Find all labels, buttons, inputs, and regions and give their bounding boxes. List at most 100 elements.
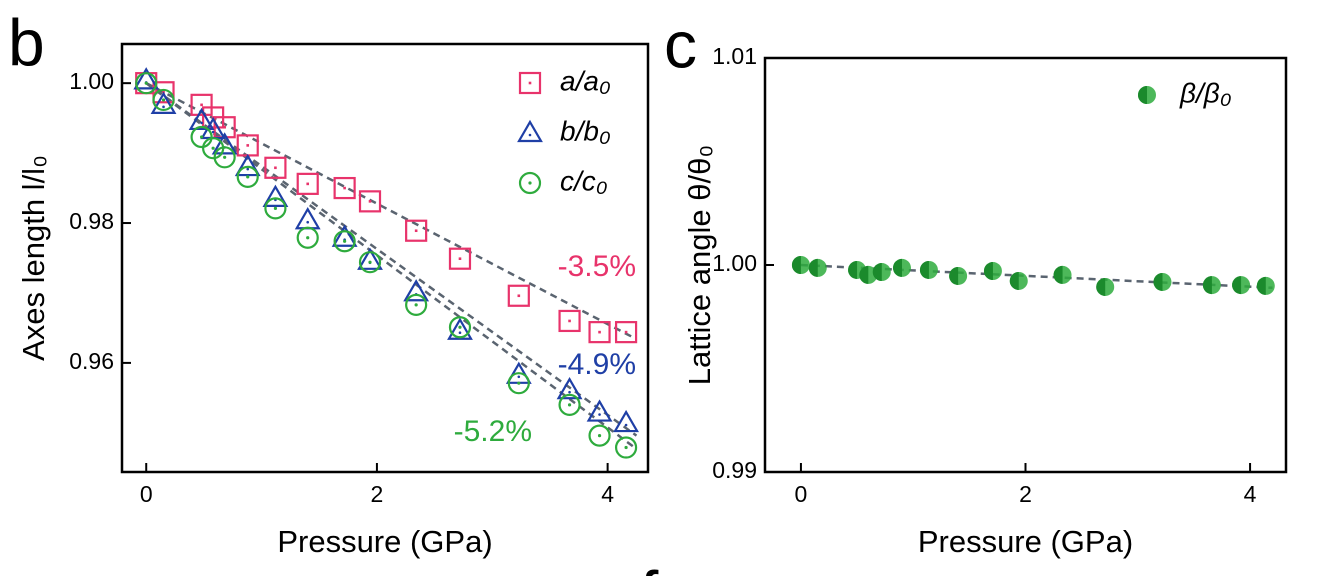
marker-dot bbox=[517, 294, 521, 298]
marker-dot bbox=[200, 103, 203, 107]
x-tick-label: 0 bbox=[795, 481, 808, 507]
marker-half bbox=[1256, 276, 1266, 295]
legend-label: c/c₀ bbox=[560, 165, 608, 196]
marker bbox=[614, 321, 638, 344]
x-tick-label: 2 bbox=[371, 481, 384, 507]
chart-panel: b 0 2 4 0.96 0.98 1.00 Pressure (GPa) Axes lengt… bbox=[8, 5, 650, 559]
marker bbox=[150, 91, 177, 114]
marker bbox=[333, 230, 356, 253]
marker-dot bbox=[199, 135, 204, 139]
marker bbox=[518, 171, 542, 195]
marker bbox=[262, 184, 289, 207]
marker-dot bbox=[624, 330, 628, 334]
marker bbox=[613, 409, 639, 433]
marker bbox=[558, 393, 581, 416]
marker bbox=[264, 197, 287, 220]
marker bbox=[190, 125, 213, 149]
marker bbox=[135, 72, 158, 95]
panel-label: f bbox=[640, 557, 659, 576]
annotation: -5.2% bbox=[454, 415, 532, 448]
y-tick-label: 0.98 bbox=[69, 208, 114, 234]
marker-dot bbox=[306, 182, 310, 186]
marker-dot bbox=[568, 319, 571, 323]
marker-dot bbox=[528, 181, 532, 185]
marker bbox=[588, 321, 611, 344]
annotation: -3.5% bbox=[558, 250, 636, 283]
marker bbox=[517, 119, 543, 143]
marker bbox=[556, 376, 583, 400]
marker-dot bbox=[598, 330, 601, 334]
marker-dot bbox=[458, 331, 462, 335]
marker bbox=[357, 247, 383, 270]
marker-dot bbox=[517, 381, 521, 385]
marker-half bbox=[983, 262, 993, 281]
marker-dot bbox=[528, 81, 532, 85]
marker-dot bbox=[568, 390, 571, 394]
marker bbox=[133, 67, 160, 90]
marker bbox=[403, 279, 430, 302]
marker-dot bbox=[458, 257, 462, 260]
marker-dot bbox=[414, 229, 418, 233]
marker-half bbox=[848, 260, 858, 279]
marker-dot bbox=[223, 155, 227, 159]
marker bbox=[333, 176, 356, 200]
plot-frame bbox=[120, 42, 650, 474]
y-axis-title: Lattice angle θ/θ₀ bbox=[682, 145, 717, 385]
annotation: -4.9% bbox=[558, 348, 636, 381]
y-tick-label: 0.99 bbox=[712, 457, 757, 483]
plot-frame bbox=[763, 56, 1288, 474]
marker-dot bbox=[246, 167, 250, 171]
marker bbox=[448, 247, 472, 270]
marker bbox=[558, 309, 581, 333]
marker-dot bbox=[343, 186, 346, 190]
marker-dot bbox=[306, 220, 310, 224]
marker-dot bbox=[414, 303, 418, 307]
marker bbox=[507, 284, 530, 307]
marker bbox=[236, 165, 259, 188]
marker-half bbox=[1096, 277, 1106, 296]
x-tick-label: 2 bbox=[1019, 481, 1032, 507]
marker-dot bbox=[223, 125, 226, 129]
marker bbox=[358, 190, 382, 213]
legend-label: a/a₀ bbox=[560, 65, 611, 96]
marker-dot bbox=[567, 403, 572, 407]
marker bbox=[447, 317, 473, 340]
marker bbox=[152, 81, 175, 104]
marker bbox=[586, 399, 613, 422]
marker-dot bbox=[528, 133, 532, 137]
marker-half bbox=[872, 263, 882, 282]
marker-half bbox=[859, 265, 869, 284]
marker-dot bbox=[211, 130, 215, 134]
x-axis-title: Pressure (GPa) bbox=[918, 524, 1133, 559]
marker-half bbox=[1138, 86, 1147, 104]
x-axis-title: Pressure (GPa) bbox=[277, 524, 492, 559]
marker bbox=[296, 172, 319, 195]
marker bbox=[152, 88, 175, 112]
marker bbox=[405, 293, 428, 316]
marker bbox=[211, 132, 238, 155]
marker bbox=[264, 156, 287, 179]
panel-label: b bbox=[8, 5, 45, 79]
marker-dot bbox=[144, 81, 148, 85]
marker-dot bbox=[598, 413, 601, 416]
chart-panel: c 0 2 4 0.99 1.00 1.01 Pressure (GPa) Lattice an… bbox=[664, 7, 1288, 559]
marker bbox=[188, 107, 215, 131]
fit-line bbox=[145, 82, 638, 450]
marker-dot bbox=[368, 200, 372, 203]
marker bbox=[296, 226, 319, 249]
y-axis-title: Axes length l/l₀ bbox=[16, 155, 51, 361]
legend-label: β/β₀ bbox=[1179, 77, 1232, 108]
marker-half bbox=[1202, 276, 1212, 295]
marker bbox=[213, 146, 236, 169]
marker-half bbox=[892, 258, 902, 277]
marker-dot bbox=[368, 260, 372, 264]
x-tick-label: 4 bbox=[601, 481, 614, 507]
marker-half bbox=[1232, 276, 1242, 295]
marker-half bbox=[1053, 265, 1063, 284]
marker-half bbox=[919, 260, 929, 279]
marker bbox=[448, 316, 472, 339]
marker-dot bbox=[273, 206, 278, 210]
y-tick-label: 0.96 bbox=[69, 348, 114, 374]
y-tick-label: 1.01 bbox=[712, 43, 757, 69]
